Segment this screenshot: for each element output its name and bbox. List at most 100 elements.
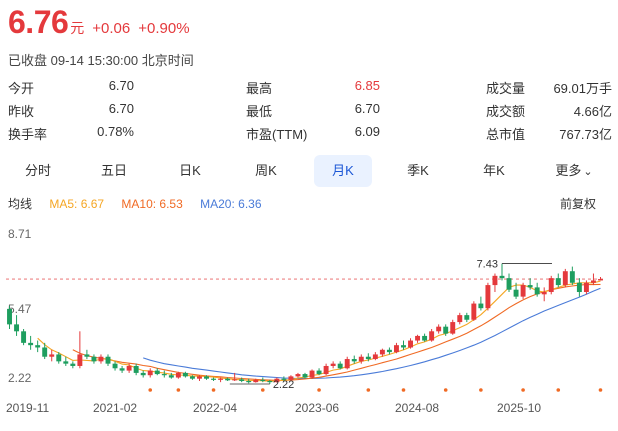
candle-body	[330, 363, 336, 366]
tab-more[interactable]: 更多 ⌄	[536, 155, 612, 187]
candle-body	[372, 354, 378, 360]
stats-grid: 今开 6.70 最高 6.85 成交量 69.01万手 昨收 6.70 最低 6…	[8, 78, 614, 147]
y-tick-label: 2.22	[8, 371, 32, 385]
tab-yearly-k[interactable]: 年K	[483, 163, 505, 178]
candle-body	[583, 282, 589, 293]
event-dot	[443, 388, 448, 392]
candle-body	[63, 361, 69, 364]
candle-body	[295, 374, 301, 377]
candle-body	[281, 378, 287, 380]
stat-value: 6.09	[354, 124, 380, 139]
candle-body	[457, 315, 463, 323]
stat-label: 总市值	[486, 127, 526, 142]
tab-quarterly-k[interactable]: 季K	[407, 163, 429, 178]
stat-label: 今开	[8, 81, 35, 96]
candle-body	[70, 363, 76, 366]
candle-body	[485, 285, 491, 309]
candle-body	[598, 279, 603, 281]
candle-body	[253, 379, 259, 383]
candle-body	[513, 289, 519, 297]
candle-body	[337, 363, 343, 369]
candle-body	[77, 354, 83, 366]
min-price-label: 2.22	[273, 379, 294, 391]
max-price-label: 7.43	[477, 259, 498, 271]
candle-body	[464, 315, 470, 320]
candle-body	[140, 372, 146, 376]
event-dot	[211, 388, 216, 392]
price-change-pct: +0.90%	[138, 20, 190, 37]
candle-body	[147, 370, 153, 376]
stat-label: 市盈(TTM)	[246, 127, 308, 142]
candle-body	[408, 340, 413, 348]
candle-body	[14, 324, 20, 332]
stat-label: 最低	[246, 104, 273, 119]
candle-body	[478, 303, 484, 309]
candle-body	[422, 335, 428, 341]
candle-body	[175, 372, 181, 378]
y-tick-label: 8.71	[8, 227, 32, 241]
candle-body	[401, 345, 406, 348]
candle-body	[288, 376, 294, 380]
candle-body	[499, 275, 505, 279]
candle-body	[309, 370, 315, 378]
ma10-value: MA10: 6.53	[121, 197, 183, 211]
candle-body	[471, 303, 477, 320]
stat-value: 6.70	[108, 101, 134, 116]
candle-body	[429, 331, 435, 341]
quote-header: 6.76 元 +0.06 +0.90%	[8, 4, 190, 41]
stat-value: 4.66亿	[573, 104, 612, 119]
candle-body	[358, 356, 364, 362]
candle-body	[42, 347, 48, 357]
adjust-toggle[interactable]: 前复权	[559, 197, 596, 211]
candle-body	[386, 349, 392, 353]
stat-value: 69.01万手	[553, 81, 612, 96]
candle-body	[436, 326, 442, 332]
candle-body	[260, 379, 266, 381]
candle-body	[492, 275, 498, 286]
candle-body	[267, 380, 273, 383]
event-dot	[479, 388, 483, 392]
event-dot	[176, 388, 181, 392]
event-dot	[598, 388, 603, 392]
event-dot	[317, 388, 321, 392]
candle-body	[112, 363, 118, 369]
candle-body	[105, 356, 111, 364]
candle-body	[154, 370, 160, 375]
event-dot	[401, 388, 406, 392]
tab-monthly-k[interactable]: 月K	[314, 155, 372, 187]
tab-five-day[interactable]: 五日	[100, 163, 127, 178]
candle-body	[555, 278, 561, 286]
stat-value: 6.85	[354, 78, 380, 93]
x-tick-label: 2025-10	[497, 401, 541, 415]
candle-body	[569, 271, 575, 283]
event-dot	[366, 388, 371, 392]
candle-body	[393, 345, 399, 353]
candle-body	[204, 376, 209, 379]
candle-body	[98, 356, 104, 362]
candle-body	[119, 368, 125, 371]
last-price: 6.76	[8, 4, 69, 40]
candle-body	[506, 278, 512, 290]
candle-body	[218, 378, 224, 380]
candle-body	[56, 354, 62, 362]
candle-body	[161, 374, 167, 376]
tab-intraday[interactable]: 分时	[24, 163, 51, 178]
stat-value: 6.70	[354, 101, 380, 116]
candle-body	[541, 292, 547, 295]
candle-body	[576, 282, 582, 293]
x-tick-label: 2019-11	[6, 401, 49, 415]
candle-body	[232, 379, 238, 381]
chevron-down-icon: ⌄	[583, 166, 593, 178]
stats-row: 今开 6.70 最高 6.85 成交量 69.01万手	[8, 78, 614, 101]
x-tick-label: 2023-06	[295, 401, 339, 415]
stat-label: 换手率	[8, 127, 48, 142]
candle-body	[28, 342, 34, 346]
candle-body	[182, 372, 188, 377]
tab-weekly-k[interactable]: 周K	[255, 163, 277, 178]
stat-label: 成交额	[486, 104, 526, 119]
tab-daily-k[interactable]: 日K	[179, 163, 201, 178]
candle-body	[379, 349, 385, 355]
candle-body	[450, 322, 456, 334]
candle-body	[197, 376, 202, 379]
